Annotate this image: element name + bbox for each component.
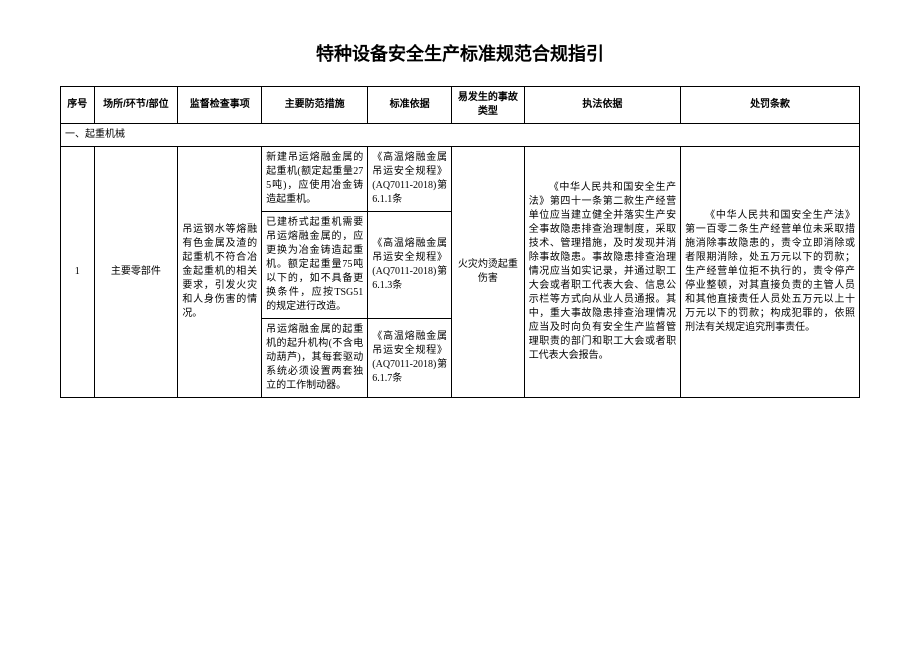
cell-enforce: 《中华人民共和国安全生产法》第四十一条第二款生产经营单位应当建立健全并落实生产安… [524,147,680,398]
header-accident: 易发生的事故类型 [452,87,525,124]
cell-standard2: 《高温熔融金属吊运安全规程》(AQ7011-2018)第6.1.3条 [368,212,452,319]
cell-prevent1: 新建吊运熔融金属的起重机(额定起重量275吨)，应使用冶金铸造起重机。 [262,147,368,212]
cell-place: 主要零部件 [94,147,178,398]
cell-standard3: 《高温熔融金属吊运安全规程》(AQ7011-2018)第6.1.7条 [368,319,452,398]
cell-prevent3: 吊运熔融金属的起重机的起升机构(不含电动葫芦)，其每套驱动系统必须设置两套独立的… [262,319,368,398]
cell-accident: 火灾灼烫起重伤害 [452,147,525,398]
document-title: 特种设备安全生产标准规范合规指引 [60,40,860,66]
header-penalty: 处罚条款 [681,87,860,124]
cell-inspect: 吊运钢水等熔融有色金属及渣的起重机不符合冶金起重机的相关要求，引发火灾和人身伤害… [178,147,262,398]
cell-standard1: 《高温熔融金属吊运安全规程》(AQ7011-2018)第6.1.1条 [368,147,452,212]
cell-penalty: 《中华人民共和国安全生产法》第一百零二条生产经营单位未采取措施消除事故隐患的，责… [681,147,860,398]
header-enforce: 执法依据 [524,87,680,124]
header-place: 场所/环节/部位 [94,87,178,124]
header-prevent: 主要防范措施 [262,87,368,124]
header-standard: 标准依据 [368,87,452,124]
table-row: 1 主要零部件 吊运钢水等熔融有色金属及渣的起重机不符合冶金起重机的相关要求，引… [61,147,860,212]
cell-seq: 1 [61,147,95,398]
header-inspect: 监督检查事项 [178,87,262,124]
table-header-row: 序号 场所/环节/部位 监督检查事项 主要防范措施 标准依据 易发生的事故类型 … [61,87,860,124]
cell-prevent2: 已建桥式起重机需要吊运熔融金属的，应更换为冶金铸造起重机。额定起重量75吨以下的… [262,212,368,319]
section-row: 一、起重机械 [61,124,860,147]
header-seq: 序号 [61,87,95,124]
compliance-table: 序号 场所/环节/部位 监督检查事项 主要防范措施 标准依据 易发生的事故类型 … [60,86,860,398]
section-title: 一、起重机械 [61,124,860,147]
